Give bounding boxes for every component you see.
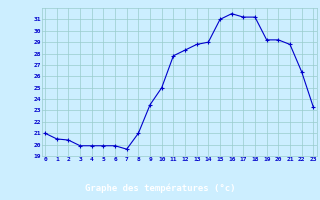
Text: Graphe des températures (°c): Graphe des températures (°c) <box>85 183 235 193</box>
